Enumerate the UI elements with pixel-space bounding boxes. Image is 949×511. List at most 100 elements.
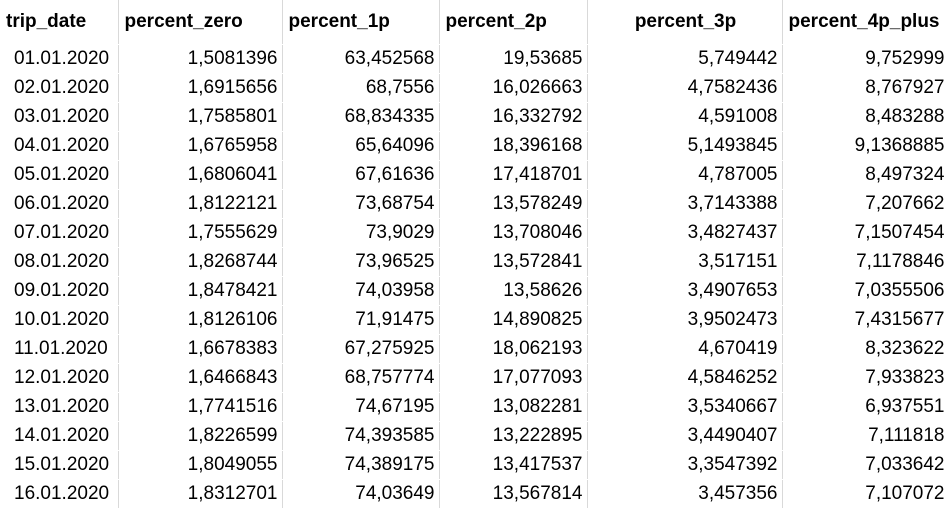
cell-percent-4p-plus[interactable]: 7,4315677 [782, 305, 949, 335]
column-header-percent-zero[interactable]: percent_zero [118, 0, 283, 45]
cell-trip-date[interactable]: 14.01.2020 [0, 421, 119, 451]
cell-percent-1p[interactable]: 67,275925 [282, 334, 440, 364]
cell-percent-2p[interactable]: 16,026663 [439, 73, 588, 103]
cell-percent-3p[interactable]: 4,7582436 [587, 73, 783, 103]
cell-trip-date[interactable]: 09.01.2020 [0, 276, 119, 306]
cell-percent-1p[interactable]: 74,67195 [282, 392, 440, 422]
cell-percent-2p[interactable]: 18,396168 [439, 131, 588, 161]
column-header-percent-3p[interactable]: percent_3p [587, 0, 783, 45]
cell-trip-date[interactable]: 11.01.2020 [0, 334, 119, 364]
cell-percent-4p-plus[interactable]: 7,933823 [782, 363, 949, 393]
cell-percent-2p[interactable]: 17,077093 [439, 363, 588, 393]
cell-trip-date[interactable]: 16.01.2020 [0, 479, 119, 509]
cell-trip-date[interactable]: 02.01.2020 [0, 73, 119, 103]
cell-percent-zero[interactable]: 1,6466843 [118, 363, 283, 393]
cell-percent-3p[interactable]: 5,749442 [587, 44, 783, 74]
cell-percent-zero[interactable]: 1,8126106 [118, 305, 283, 335]
cell-trip-date[interactable]: 08.01.2020 [0, 247, 119, 277]
cell-percent-3p[interactable]: 4,670419 [587, 334, 783, 364]
column-header-percent-1p[interactable]: percent_1p [282, 0, 440, 45]
cell-trip-date[interactable]: 01.01.2020 [0, 44, 119, 74]
cell-percent-1p[interactable]: 73,96525 [282, 247, 440, 277]
cell-percent-4p-plus[interactable]: 7,207662 [782, 189, 949, 219]
cell-percent-zero[interactable]: 1,6678383 [118, 334, 283, 364]
cell-percent-1p[interactable]: 68,834335 [282, 102, 440, 132]
cell-percent-3p[interactable]: 3,3547392 [587, 450, 783, 480]
cell-percent-zero[interactable]: 1,5081396 [118, 44, 283, 74]
cell-percent-2p[interactable]: 13,082281 [439, 392, 588, 422]
cell-percent-3p[interactable]: 3,9502473 [587, 305, 783, 335]
cell-percent-3p[interactable]: 3,4490407 [587, 421, 783, 451]
cell-percent-4p-plus[interactable]: 7,107072 [782, 479, 949, 509]
cell-percent-1p[interactable]: 65,64096 [282, 131, 440, 161]
cell-percent-4p-plus[interactable]: 7,033642 [782, 450, 949, 480]
cell-percent-4p-plus[interactable]: 7,1507454 [782, 218, 949, 248]
cell-trip-date[interactable]: 15.01.2020 [0, 450, 119, 480]
cell-percent-zero[interactable]: 1,7741516 [118, 392, 283, 422]
cell-percent-4p-plus[interactable]: 6,937551 [782, 392, 949, 422]
cell-percent-1p[interactable]: 63,452568 [282, 44, 440, 74]
cell-trip-date[interactable]: 12.01.2020 [0, 363, 119, 393]
cell-percent-1p[interactable]: 74,03649 [282, 479, 440, 509]
cell-percent-4p-plus[interactable]: 8,323622 [782, 334, 949, 364]
cell-percent-2p[interactable]: 17,418701 [439, 160, 588, 190]
cell-trip-date[interactable]: 10.01.2020 [0, 305, 119, 335]
cell-percent-zero[interactable]: 1,6915656 [118, 73, 283, 103]
cell-percent-4p-plus[interactable]: 7,0355506 [782, 276, 949, 306]
column-header-percent-4p-plus[interactable]: percent_4p_plus [782, 0, 949, 45]
cell-trip-date[interactable]: 13.01.2020 [0, 392, 119, 422]
cell-percent-4p-plus[interactable]: 8,483288 [782, 102, 949, 132]
cell-percent-3p[interactable]: 3,517151 [587, 247, 783, 277]
cell-percent-3p[interactable]: 3,457356 [587, 479, 783, 509]
cell-percent-3p[interactable]: 5,1493845 [587, 131, 783, 161]
cell-percent-3p[interactable]: 3,4907653 [587, 276, 783, 306]
cell-percent-2p[interactable]: 14,890825 [439, 305, 588, 335]
cell-percent-zero[interactable]: 1,7555629 [118, 218, 283, 248]
cell-percent-4p-plus[interactable]: 9,1368885 [782, 131, 949, 161]
cell-trip-date[interactable]: 05.01.2020 [0, 160, 119, 190]
cell-percent-zero[interactable]: 1,8226599 [118, 421, 283, 451]
cell-percent-zero[interactable]: 1,8268744 [118, 247, 283, 277]
cell-percent-2p[interactable]: 19,53685 [439, 44, 588, 74]
cell-percent-1p[interactable]: 74,389175 [282, 450, 440, 480]
cell-percent-2p[interactable]: 13,578249 [439, 189, 588, 219]
cell-trip-date[interactable]: 07.01.2020 [0, 218, 119, 248]
cell-percent-zero[interactable]: 1,8049055 [118, 450, 283, 480]
cell-percent-4p-plus[interactable]: 7,111818 [782, 421, 949, 451]
cell-percent-1p[interactable]: 73,9029 [282, 218, 440, 248]
cell-percent-2p[interactable]: 13,572841 [439, 247, 588, 277]
cell-percent-2p[interactable]: 13,417537 [439, 450, 588, 480]
cell-percent-3p[interactable]: 4,5846252 [587, 363, 783, 393]
cell-percent-2p[interactable]: 13,58626 [439, 276, 588, 306]
cell-percent-4p-plus[interactable]: 8,497324 [782, 160, 949, 190]
cell-percent-zero[interactable]: 1,7585801 [118, 102, 283, 132]
cell-percent-3p[interactable]: 3,7143388 [587, 189, 783, 219]
cell-percent-1p[interactable]: 68,7556 [282, 73, 440, 103]
cell-percent-1p[interactable]: 68,757774 [282, 363, 440, 393]
cell-percent-3p[interactable]: 4,787005 [587, 160, 783, 190]
cell-percent-2p[interactable]: 13,567814 [439, 479, 588, 509]
cell-percent-4p-plus[interactable]: 8,767927 [782, 73, 949, 103]
cell-percent-1p[interactable]: 71,91475 [282, 305, 440, 335]
cell-percent-3p[interactable]: 3,4827437 [587, 218, 783, 248]
cell-percent-1p[interactable]: 74,393585 [282, 421, 440, 451]
cell-percent-zero[interactable]: 1,6806041 [118, 160, 283, 190]
column-header-percent-2p[interactable]: percent_2p [439, 0, 588, 45]
cell-percent-3p[interactable]: 4,591008 [587, 102, 783, 132]
cell-percent-zero[interactable]: 1,6765958 [118, 131, 283, 161]
cell-percent-2p[interactable]: 18,062193 [439, 334, 588, 364]
cell-percent-1p[interactable]: 74,03958 [282, 276, 440, 306]
cell-percent-2p[interactable]: 16,332792 [439, 102, 588, 132]
cell-percent-1p[interactable]: 73,68754 [282, 189, 440, 219]
cell-percent-2p[interactable]: 13,708046 [439, 218, 588, 248]
cell-percent-1p[interactable]: 67,61636 [282, 160, 440, 190]
cell-percent-zero[interactable]: 1,8122121 [118, 189, 283, 219]
cell-percent-4p-plus[interactable]: 9,752999 [782, 44, 949, 74]
cell-trip-date[interactable]: 06.01.2020 [0, 189, 119, 219]
cell-percent-zero[interactable]: 1,8478421 [118, 276, 283, 306]
cell-trip-date[interactable]: 04.01.2020 [0, 131, 119, 161]
cell-percent-3p[interactable]: 3,5340667 [587, 392, 783, 422]
column-header-trip-date[interactable]: trip_date [0, 0, 119, 45]
cell-percent-2p[interactable]: 13,222895 [439, 421, 588, 451]
cell-percent-zero[interactable]: 1,8312701 [118, 479, 283, 509]
